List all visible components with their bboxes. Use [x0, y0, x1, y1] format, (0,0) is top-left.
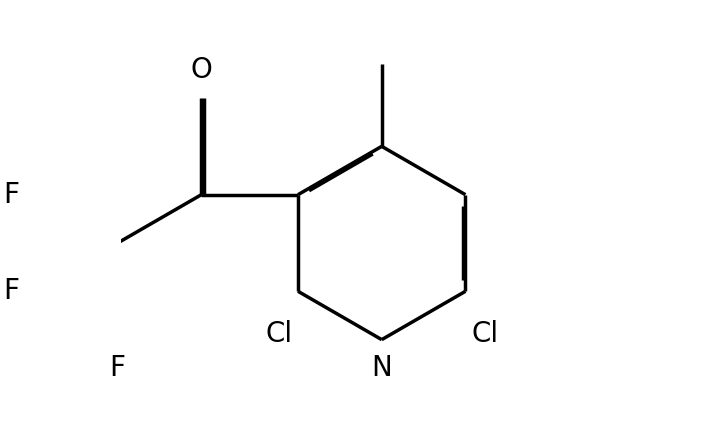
Text: Cl: Cl — [471, 320, 498, 348]
Text: F: F — [4, 181, 20, 209]
Text: F: F — [4, 277, 20, 305]
Text: N: N — [371, 354, 392, 382]
Text: O: O — [191, 56, 213, 83]
Text: F: F — [110, 354, 126, 382]
Text: Cl: Cl — [265, 320, 292, 348]
